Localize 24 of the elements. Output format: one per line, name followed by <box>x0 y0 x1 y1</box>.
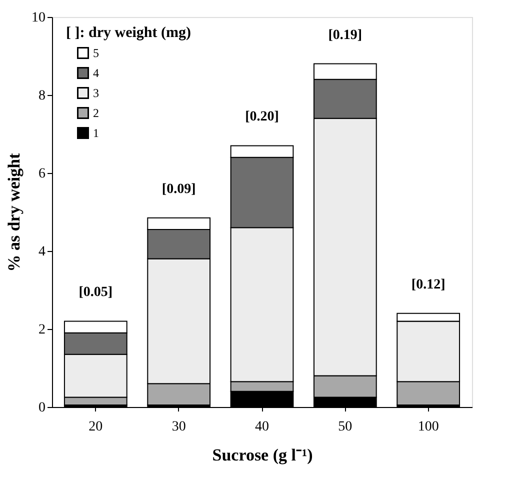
annotation: [0.09] <box>162 182 196 197</box>
x-axis-title: Sucrose (g l⁻¹) <box>212 446 313 464</box>
annotation: [0.05] <box>78 285 113 300</box>
annotation: [ ]: dry weight (mg) <box>66 25 191 41</box>
annotation: [0.19] <box>328 28 362 43</box>
legend-label: 1 <box>93 126 99 140</box>
y-tick-label: 4 <box>38 244 46 260</box>
x-tick-label: 20 <box>88 420 103 434</box>
y-tick-label: 10 <box>32 10 46 26</box>
legend-label: 4 <box>93 66 99 80</box>
y-tick-label: 2 <box>38 322 46 338</box>
x-tick-label: 100 <box>418 420 439 434</box>
legend-label: 3 <box>93 86 99 100</box>
y-tick-label: 8 <box>38 88 46 104</box>
annotation: [0.12] <box>411 277 446 292</box>
x-tick-label: 40 <box>255 420 269 434</box>
y-axis-title: % as dry weight <box>4 152 24 272</box>
x-tick-label: 50 <box>338 420 352 434</box>
legend-label: 5 <box>93 46 99 60</box>
y-tick-label: 6 <box>38 166 46 182</box>
x-tick-label: 30 <box>172 420 186 434</box>
annotation: [0.20] <box>245 110 279 125</box>
y-tick-label: 0 <box>38 400 46 416</box>
legend-label: 2 <box>93 106 99 120</box>
